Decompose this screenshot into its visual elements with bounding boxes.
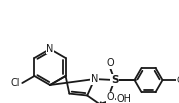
Text: OH: OH: [116, 94, 131, 103]
Text: CH₃: CH₃: [176, 75, 179, 85]
Text: N: N: [91, 74, 98, 84]
Text: S: S: [111, 75, 118, 85]
Text: N: N: [46, 44, 54, 54]
Text: Cl: Cl: [11, 78, 20, 88]
Text: O: O: [107, 92, 114, 102]
Text: O: O: [107, 58, 114, 68]
